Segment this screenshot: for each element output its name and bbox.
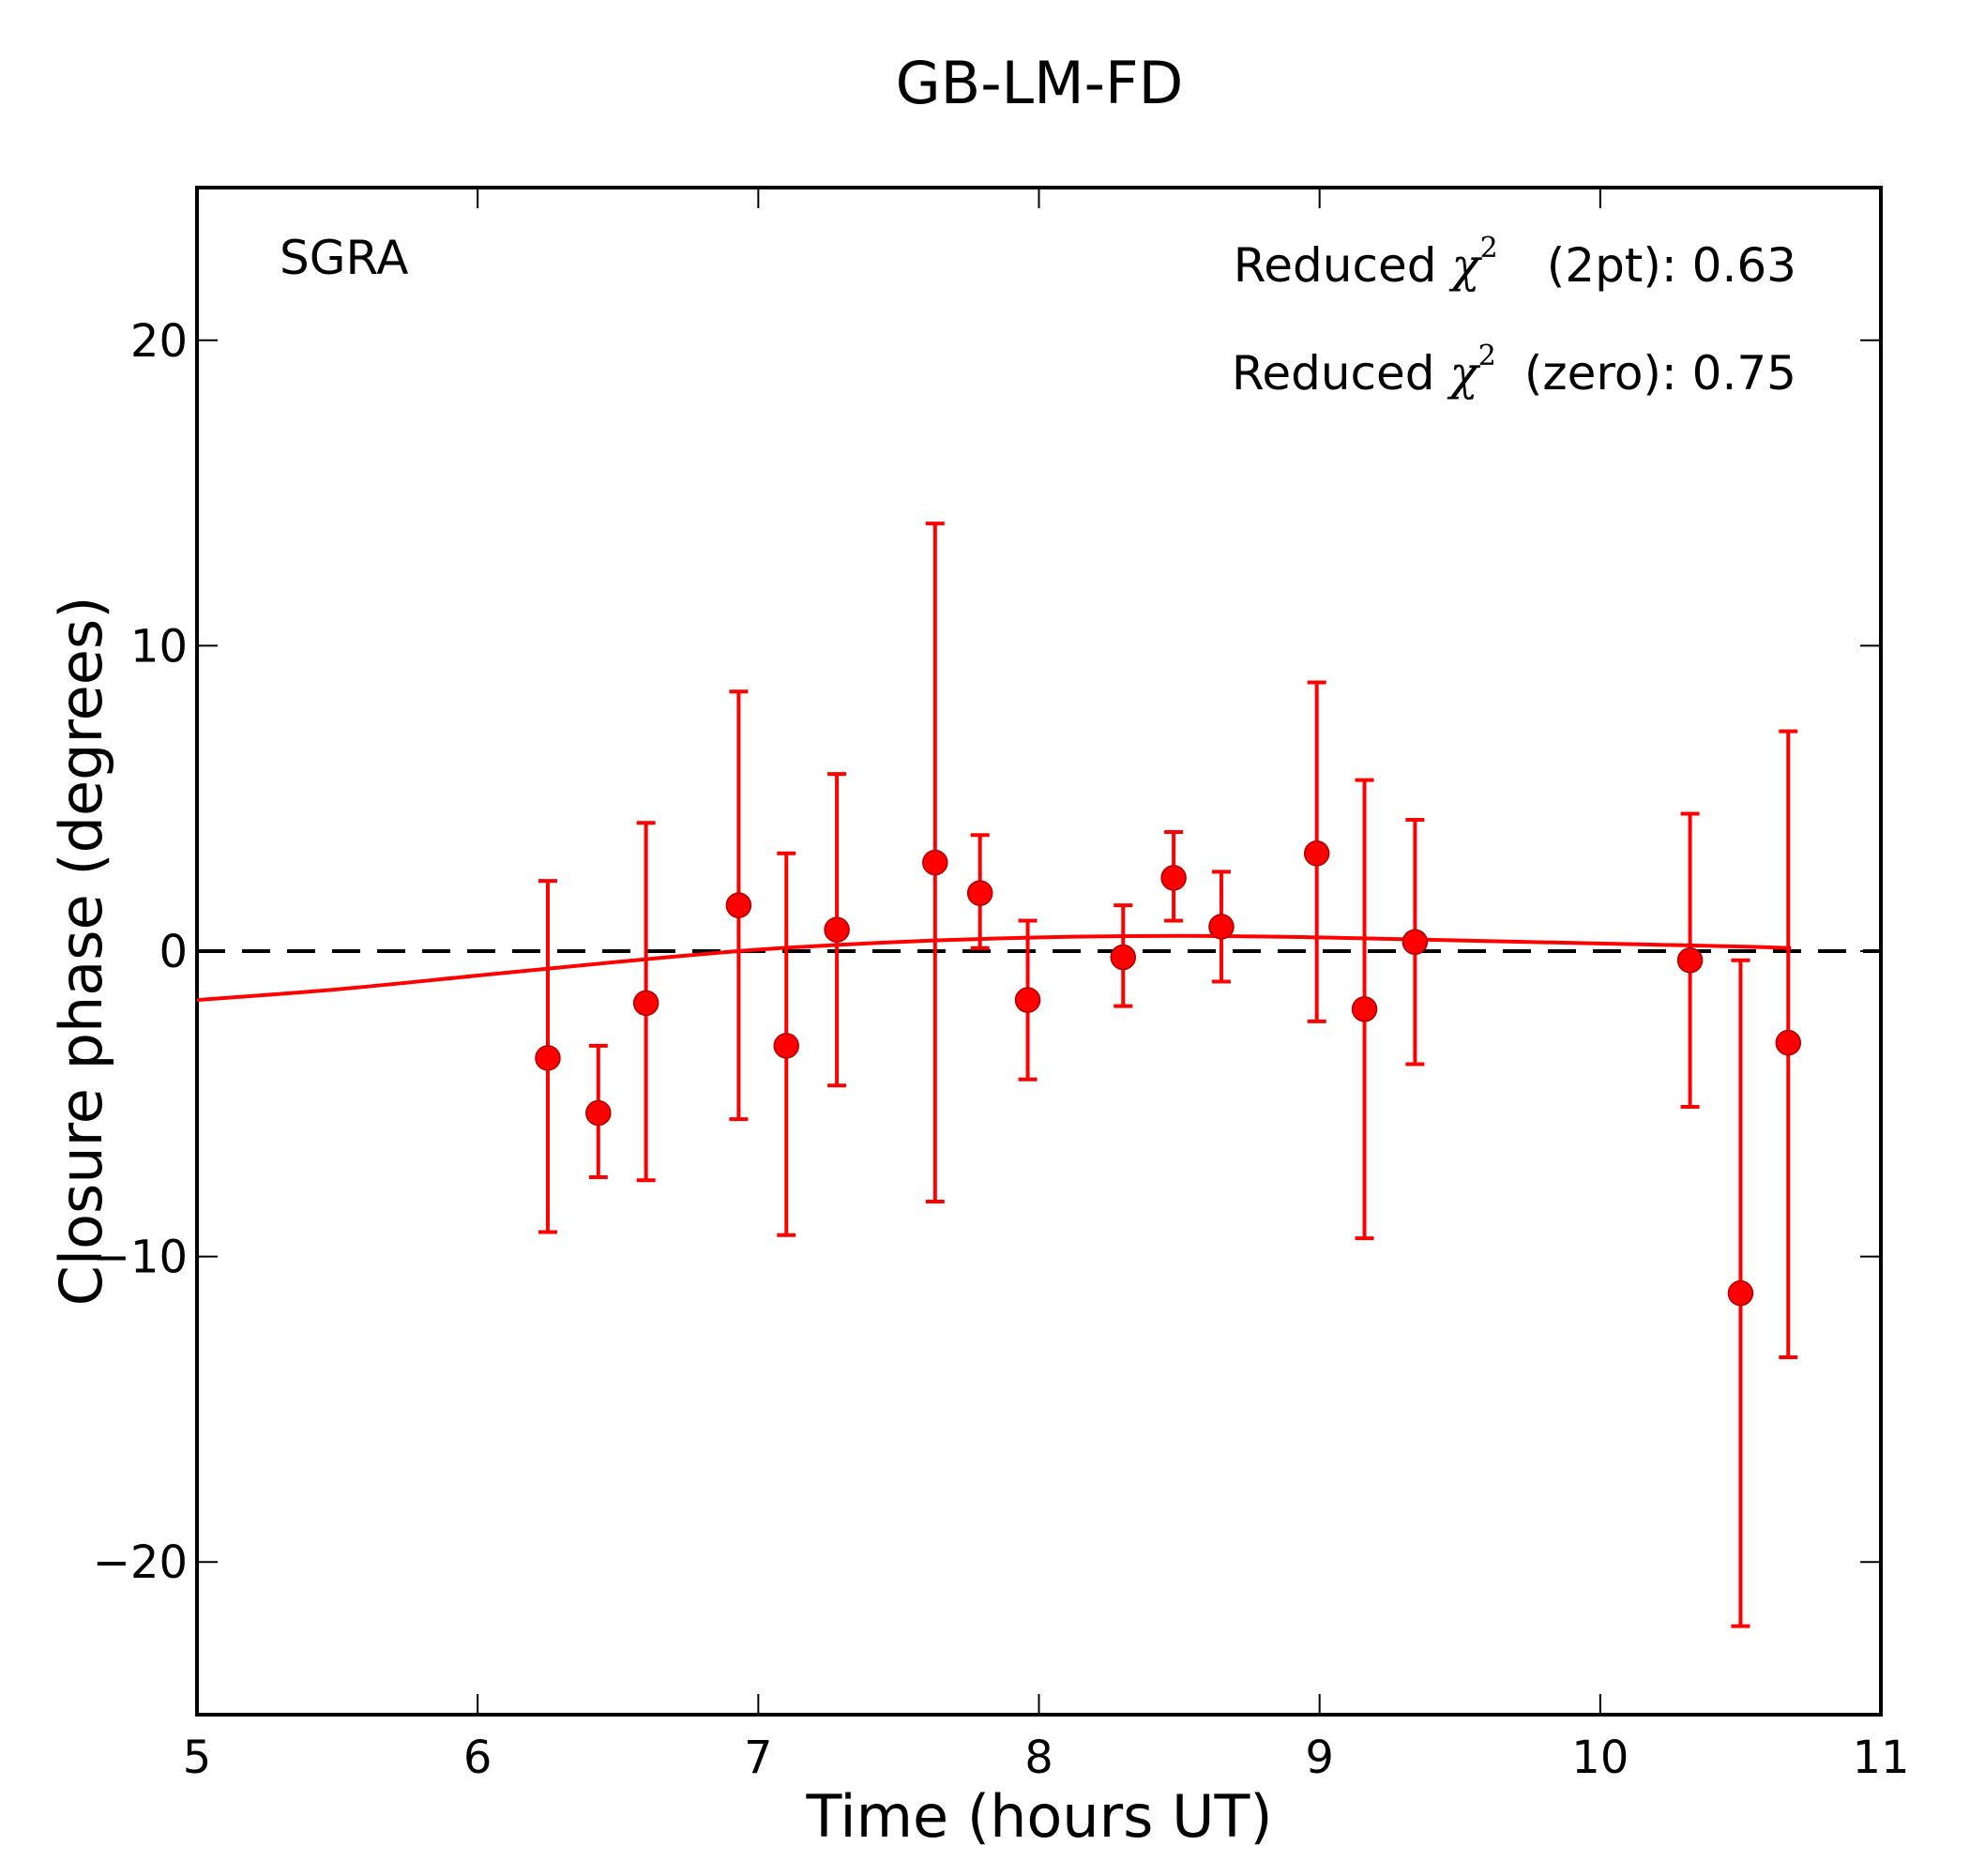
x-tick-label: 5 [183,1732,212,1784]
data-point [632,990,659,1017]
chi2-zero-annotation: Reduced χ2 (zero): 0.75 [1232,340,1796,401]
chi2-zero-symbol: χ [1447,346,1480,401]
y-tick-label: −10 [93,1232,188,1284]
chi2-2pt-prefix: Reduced [1234,238,1452,293]
data-point [1160,865,1187,891]
data-point [1775,1029,1802,1056]
x-tick-label: 7 [744,1732,773,1784]
data-point [585,1099,612,1127]
data-points [535,522,1802,1628]
data-point [966,880,993,906]
data-point [725,892,752,918]
source-label: SGRA [280,231,408,285]
data-point [773,1033,799,1059]
chi2-zero-superscript: 2 [1478,340,1496,372]
chi2-2pt-symbol: χ [1448,238,1482,293]
model-fit-line [196,933,1792,1003]
x-tick-label: 6 [463,1732,492,1784]
x-tick-label: 8 [1024,1732,1053,1784]
chi2-2pt-suffix: (2pt): 0.63 [1547,238,1796,293]
y-tick-label: 10 [130,620,188,673]
data-point [922,849,948,876]
data-point [1402,929,1429,955]
axis-ticks: 5 6 7 8 9 10 11 20 10 0 −10 −20 [93,188,1910,1784]
y-tick-label: 20 [130,315,188,368]
y-tick-label: 0 [159,926,188,978]
data-point [1727,1279,1754,1307]
chart-title: GB-LM-FD [896,49,1184,117]
data-point [1676,947,1704,974]
data-point [1351,996,1378,1022]
chi2-zero-suffix: (zero): 0.75 [1524,346,1796,401]
data-point [1303,840,1330,867]
data-point [824,916,850,943]
data-point [1208,914,1235,940]
x-tick-label: 10 [1571,1732,1629,1784]
y-tick-label: −20 [93,1536,188,1589]
data-point [1014,987,1041,1013]
y-axis-label: Closure phase (degrees) [47,597,115,1307]
chi2-2pt-superscript: 2 [1480,232,1498,265]
chi2-zero-prefix: Reduced [1232,346,1450,401]
data-point [1110,944,1136,971]
x-tick-label: 9 [1305,1732,1334,1784]
data-point [535,1045,561,1071]
chi2-2pt-annotation: Reduced χ2 (2pt): 0.63 [1234,232,1796,293]
x-axis-label: Time (hours UT) [805,1782,1272,1851]
x-tick-label: 11 [1852,1732,1909,1784]
